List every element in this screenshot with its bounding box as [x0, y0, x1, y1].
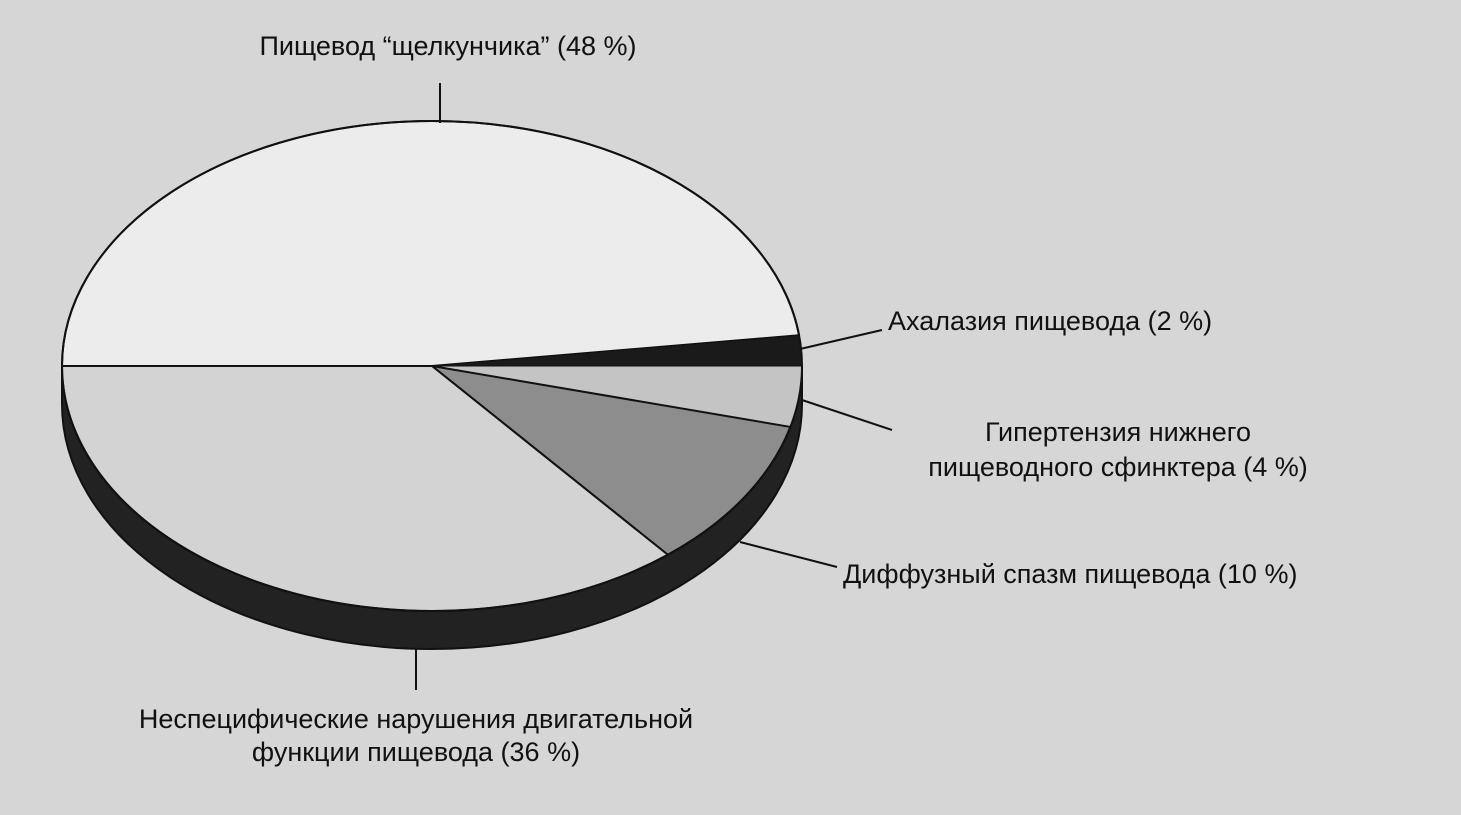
slice-label-4-line-1: Диффузный спазм пищевода (10 %) [843, 559, 1297, 589]
pie-slice-1 [61, 120, 801, 367]
slice-labels: Пищевод “щелкунчика” (48 %) Ахалазия пище… [139, 31, 1308, 767]
leader-lines [415, 83, 893, 690]
slice-label-1-line-1: Пищевод “щелкунчика” (48 %) [259, 31, 636, 61]
slice-label-3-line-2: пищеводного сфинктера (4 %) [928, 452, 1308, 482]
pie-slices [61, 120, 803, 612]
slice-label-2-line-1: Ахалазия пищевода (2 %) [888, 306, 1212, 336]
leader-line-2 [799, 329, 883, 350]
slice-label-3-line-1: Гипертензия нижнего [985, 417, 1251, 447]
pie-rim [61, 120, 803, 612]
leader-line-4 [739, 541, 838, 568]
slice-label-5-line-2: функции пищевода (36 %) [252, 737, 580, 767]
slice-label-5-line-1: Неспецифические нарушения двигательной [139, 704, 693, 734]
leader-line-3 [801, 399, 893, 431]
